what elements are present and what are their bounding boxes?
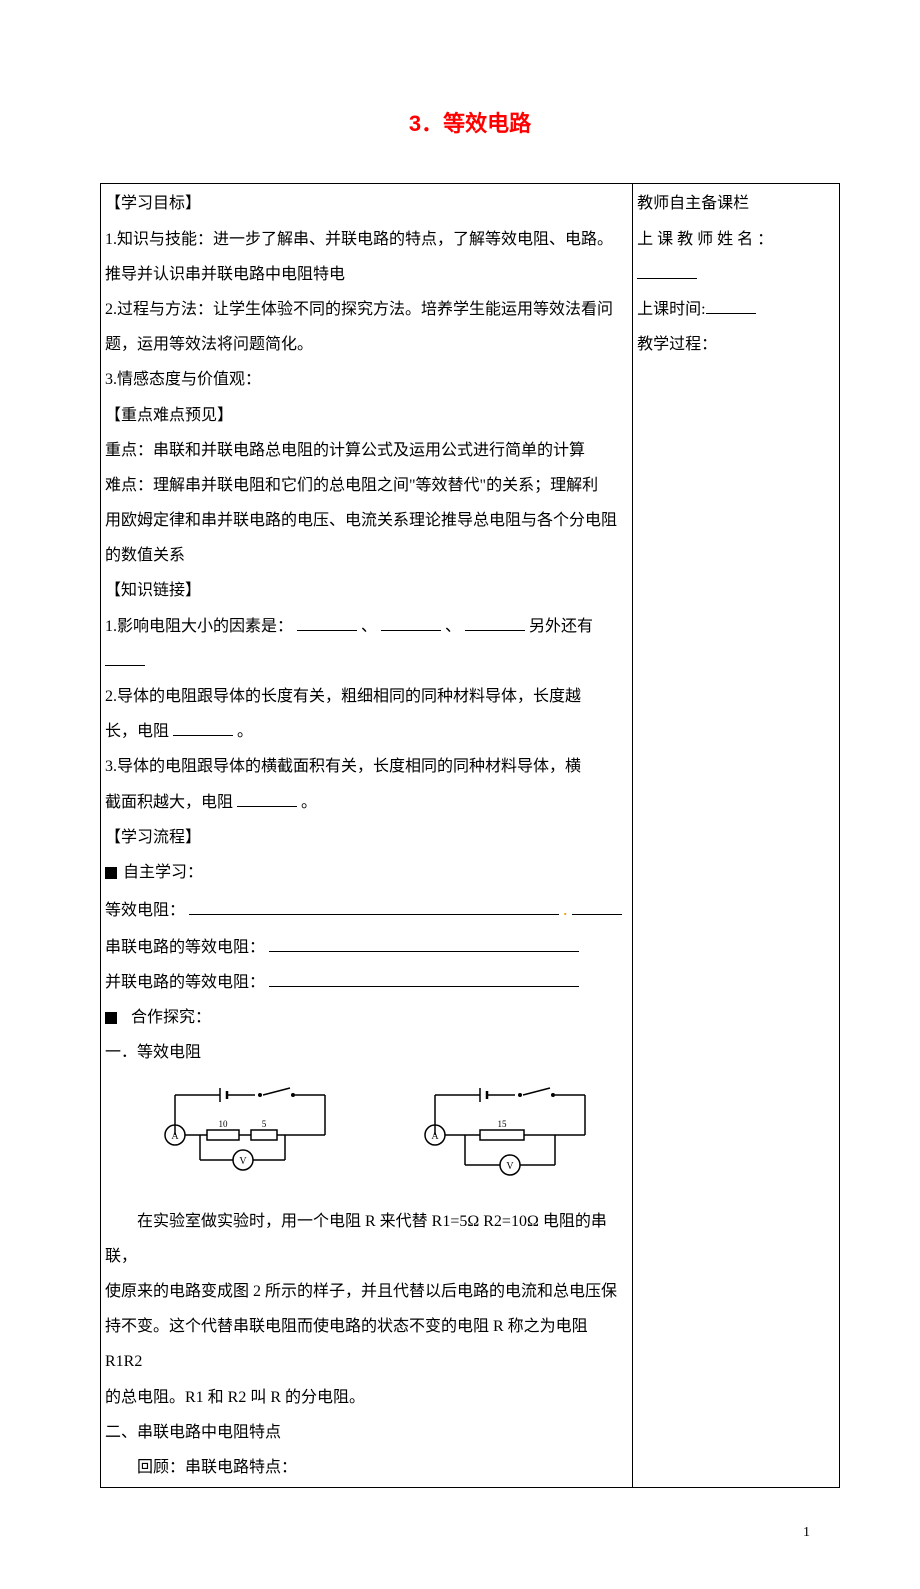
exp-text-2: 使原来的电路变成图 2 所示的样子，并且代替以后电路的电流和总电压保	[105, 1274, 628, 1309]
link-3b: 截面积越大，电阻 。	[105, 785, 628, 820]
links-header: 【知识链接】	[105, 573, 628, 608]
series-eq-label: 串联电路的等效电阻：	[105, 939, 265, 956]
section-2: 二、串联电路中电阻特点	[105, 1415, 628, 1450]
parallel-eq-label: 并联电路的等效电阻：	[105, 974, 265, 991]
goal-1b: 推导并认识串并联电路中电阻特电	[105, 257, 628, 292]
circuit-1: A 10 5 V	[145, 1080, 345, 1193]
blank-input[interactable]	[465, 615, 525, 631]
blank-input[interactable]	[297, 615, 357, 631]
link-2b: 长，电阻 。	[105, 714, 628, 749]
eq-r-label: 等效电阻：	[105, 902, 185, 919]
flow-header: 【学习流程】	[105, 820, 628, 855]
blank-input[interactable]	[381, 615, 441, 631]
parallel-eq-row: 并联电路的等效电阻：	[105, 965, 628, 1000]
link-1: 1.影响电阻大小的因素是： 、 、 另外还有	[105, 609, 628, 679]
link-3-end: 。	[301, 794, 317, 811]
goal-1: 1.知识与技能：进一步了解串、并联电路的特点，了解等效电阻、电路。	[105, 222, 628, 257]
link-3: 3.导体的电阻跟导体的横截面积有关，长度相同的同种材料导体，横	[105, 749, 628, 784]
link-1-text: 1.影响电阻大小的因素是：	[105, 618, 293, 635]
ammeter-label: A	[431, 1131, 439, 1142]
teacher-name-label: 上 课 教 师 姓 名 ：	[637, 231, 773, 248]
coop-label: 合作探究：	[131, 1009, 211, 1026]
link-2-text: 长，电阻	[105, 723, 169, 740]
blank-input[interactable]	[269, 971, 579, 987]
voltmeter-label: V	[506, 1161, 514, 1172]
section-1: 一．等效电阻	[105, 1035, 628, 1070]
square-bullet-icon	[105, 867, 117, 879]
ammeter-label: A	[171, 1131, 179, 1142]
square-bullet-icon	[105, 1012, 117, 1024]
circuit-diagrams: A 10 5 V	[105, 1070, 628, 1203]
process-label: 教学过程：	[637, 327, 835, 362]
page-number: 1	[100, 1488, 840, 1549]
link-1-sep1: 、	[361, 618, 377, 635]
blank-input[interactable]	[173, 720, 233, 736]
link-2-end: 。	[237, 723, 253, 740]
keypoint-1: 重点：串联和并联电路总电阻的计算公式及运用公式进行简单的计算	[105, 433, 628, 468]
r1-label: 10	[219, 1119, 229, 1129]
link-3-text: 截面积越大，电阻	[105, 794, 233, 811]
goal-2: 2.过程与方法：让学生体验不同的探究方法。培养学生能运用等效法看问	[105, 292, 628, 327]
blank-input[interactable]	[105, 650, 145, 666]
review-text: 回顾：串联电路特点：	[105, 1450, 628, 1485]
teacher-name-row: 上 课 教 师 姓 名 ：	[637, 222, 835, 257]
goal-3: 3.情感态度与价值观：	[105, 362, 628, 397]
exp-text-4: 的总电阻。R1 和 R2 叫 R 的分电阻。	[105, 1380, 628, 1415]
voltmeter-label: V	[239, 1156, 247, 1167]
blank-input[interactable]	[237, 791, 297, 807]
class-time-row: 上课时间:	[637, 292, 835, 327]
left-column: 【学习目标】 1.知识与技能：进一步了解串、并联电路的特点，了解等效电阻、电路。…	[101, 184, 633, 1488]
class-time-input[interactable]	[706, 298, 756, 314]
blank-input[interactable]	[572, 899, 622, 915]
teacher-name-input[interactable]	[637, 263, 697, 279]
self-study-label: 自主学习：	[123, 864, 203, 881]
keypoint-2c: 的数值关系	[105, 538, 628, 573]
series-eq-row: 串联电路的等效电阻：	[105, 930, 628, 965]
blank-input[interactable]	[269, 936, 579, 952]
keypoints-header: 【重点难点预见】	[105, 398, 628, 433]
right-column: 教师自主备课栏 上 课 教 师 姓 名 ： 上课时间: 教学过程：	[633, 184, 840, 1488]
coop-row: 合作探究：	[105, 1000, 628, 1035]
main-table: 【学习目标】 1.知识与技能：进一步了解串、并联电路的特点，了解等效电阻、电路。…	[100, 183, 840, 1488]
blank-input[interactable]	[189, 899, 559, 915]
goal-2b: 题，运用等效法将问题简化。	[105, 327, 628, 362]
link-1-sep2: 、	[445, 618, 461, 635]
exp-text-1: 在实验室做实验时，用一个电阻 R 来代替 R1=5Ω R2=10Ω 电阻的串联，	[105, 1204, 628, 1274]
page-title: 3．等效电路	[100, 100, 840, 148]
class-time-label: 上课时间:	[637, 301, 705, 318]
r2-label: 5	[262, 1119, 267, 1129]
link-2: 2.导体的电阻跟导体的长度有关，粗细相同的同种材料导体，长度越	[105, 679, 628, 714]
orange-dot-icon: .	[563, 899, 568, 919]
r-label: 15	[498, 1119, 508, 1129]
exp-text-3: 持不变。这个代替串联电阻而使电路的状态不变的电阻 R 称之为电阻 R1R2	[105, 1309, 628, 1379]
eq-r-row: 等效电阻： .	[105, 890, 628, 930]
goals-header: 【学习目标】	[105, 186, 628, 221]
keypoint-2: 难点：理解串并联电阻和它们的总电阻之间"等效替代"的关系；理解利	[105, 468, 628, 503]
keypoint-2b: 用欧姆定律和串并联电路的电压、电流关系理论推导总电阻与各个分电阻	[105, 503, 628, 538]
teacher-col-header: 教师自主备课栏	[637, 186, 835, 221]
link-1-text-end: 另外还有	[529, 618, 593, 635]
self-study-row: 自主学习：	[105, 855, 628, 890]
circuit-2: A 15 V	[405, 1080, 605, 1193]
